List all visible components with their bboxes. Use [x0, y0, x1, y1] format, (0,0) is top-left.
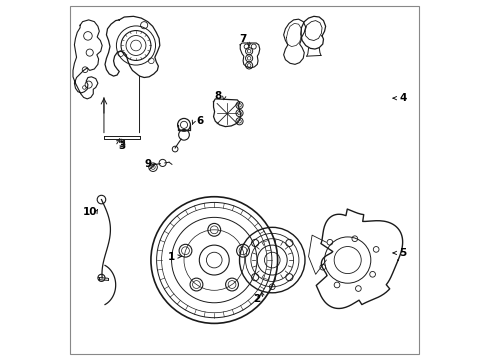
Text: 9: 9: [144, 159, 151, 169]
Text: 5: 5: [398, 248, 406, 258]
Text: 10: 10: [82, 207, 97, 217]
Text: 7: 7: [239, 35, 246, 44]
Text: 4: 4: [398, 93, 406, 103]
Text: 3: 3: [118, 139, 125, 149]
Text: 6: 6: [196, 116, 203, 126]
Text: 1: 1: [167, 252, 175, 261]
Text: 8: 8: [214, 91, 221, 102]
Text: 3: 3: [118, 141, 125, 151]
Text: 2: 2: [253, 294, 260, 304]
